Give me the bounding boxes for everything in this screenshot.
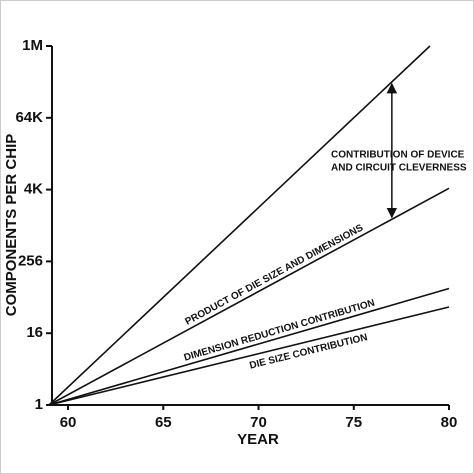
y-tick-label: 4K — [24, 181, 43, 198]
annotation: CONTRIBUTION OF DEVICE — [331, 150, 465, 161]
x-axis-label: YEAR — [237, 431, 279, 448]
y-tick-label: 1M — [22, 37, 43, 54]
line — [48, 45, 431, 406]
x-tick-label: 70 — [250, 414, 267, 431]
x-tick-label: 65 — [155, 414, 172, 431]
y-tick-label: 16 — [26, 324, 43, 341]
line — [48, 187, 450, 406]
line — [48, 306, 450, 406]
y-axis-label: COMPONENTS PER CHIP — [3, 134, 20, 317]
y-tick-label: 256 — [18, 252, 43, 269]
line — [48, 287, 450, 406]
y-tick-label: 64K — [15, 109, 43, 126]
annotation: AND CIRCUIT CLEVERNESS — [331, 163, 467, 174]
x-tick-label: 75 — [345, 414, 362, 431]
y-tick-label: 1 — [35, 396, 43, 413]
x-tick-label: 80 — [441, 414, 458, 431]
x-tick-label: 60 — [60, 414, 77, 431]
